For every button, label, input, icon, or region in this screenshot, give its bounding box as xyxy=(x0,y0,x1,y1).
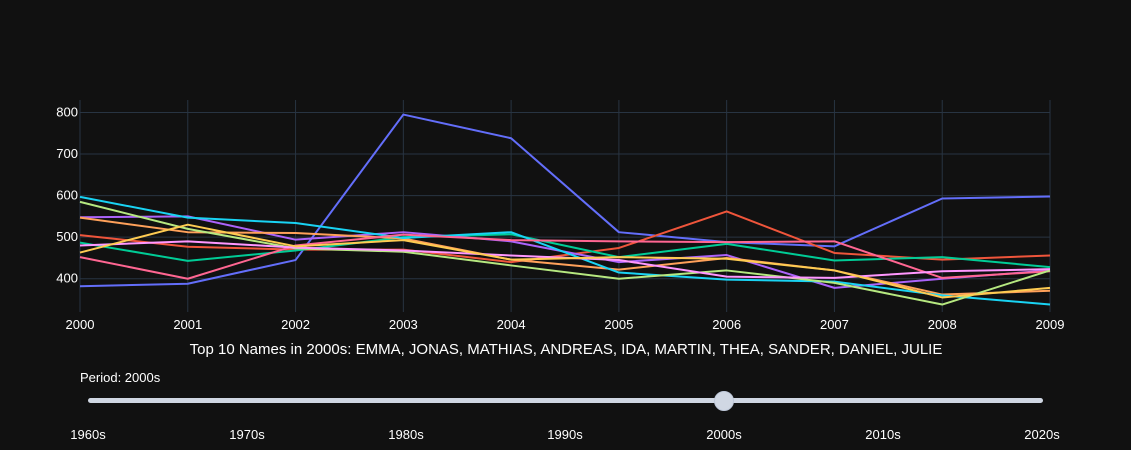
x-tick-label: 2007 xyxy=(820,317,849,332)
y-tick-label: 800 xyxy=(56,104,78,119)
x-tick-label: 2002 xyxy=(281,317,310,332)
series-line-ida[interactable] xyxy=(79,216,1051,296)
series-line-jonas[interactable] xyxy=(79,210,1051,264)
slider-step-label[interactable]: 2020s xyxy=(1024,427,1060,442)
y-tick-label: 500 xyxy=(56,229,78,244)
series-group xyxy=(79,113,1051,306)
slider-rail[interactable] xyxy=(88,398,1043,403)
x-tick-label: 2004 xyxy=(497,317,526,332)
slider-step-label[interactable]: 1990s xyxy=(547,427,583,442)
x-tick-label: 2001 xyxy=(173,317,202,332)
x-tick-label: 2006 xyxy=(712,317,741,332)
x-tick-label: 2008 xyxy=(928,317,957,332)
axis-ticks: 2000 2001 2002 2003 2004 2005 2006 2007 2008 2009… xyxy=(56,104,1064,332)
series-line-julie[interactable] xyxy=(79,223,1051,299)
slider-step-label[interactable]: 1980s xyxy=(388,427,424,442)
x-tick-label: 2003 xyxy=(389,317,418,332)
x-tick-label: 2005 xyxy=(604,317,633,332)
x-tick-label: 2009 xyxy=(1036,317,1065,332)
chart-title: Top 10 Names in 2000s: EMMA, JONAS, MATH… xyxy=(190,341,943,358)
series-line-mathias[interactable] xyxy=(79,233,1051,269)
slider-step-label[interactable]: 1960s xyxy=(70,427,106,442)
y-tick-label: 600 xyxy=(56,188,78,203)
series-line-sander[interactable] xyxy=(79,200,1051,306)
y-tick-label: 700 xyxy=(56,146,78,161)
x-tick-label: 2000 xyxy=(66,317,95,332)
y-tick-label: 400 xyxy=(56,271,78,286)
series-line-martin[interactable] xyxy=(79,195,1051,306)
slider-step-label[interactable]: 2000s xyxy=(706,427,742,442)
slider-step-label[interactable]: 1970s xyxy=(229,427,265,442)
slider-handle[interactable] xyxy=(714,391,734,411)
series-line-emma[interactable] xyxy=(79,113,1051,288)
slider-step-label[interactable]: 2010s xyxy=(865,427,901,442)
slider-current-label: Period: 2000s xyxy=(80,370,161,385)
grid xyxy=(79,100,1051,312)
series-line-thea[interactable] xyxy=(79,233,1051,280)
